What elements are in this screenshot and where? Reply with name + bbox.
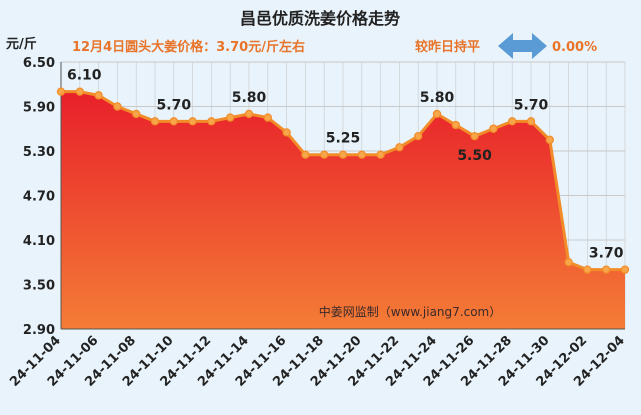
data-point (620, 265, 630, 274)
compare-label: 较昨日持平 (415, 39, 480, 55)
data-point (470, 131, 479, 141)
y-tick-label: 4.70 (23, 190, 55, 205)
data-point (225, 113, 235, 122)
data-label: 5.25 (326, 131, 361, 147)
y-tick-label: 6.50 (23, 56, 55, 71)
data-point (150, 117, 160, 126)
data-label: 5.70 (514, 97, 549, 113)
y-tick-label: 5.30 (23, 145, 55, 160)
data-point (113, 102, 122, 111)
data-label: 3.70 (589, 246, 624, 262)
data-points (56, 87, 630, 274)
data-labels: 6.10 5.70 5.80 5.25 5.80 5.50 5.70 3.70 (67, 68, 624, 262)
data-point (414, 131, 423, 141)
data-point (282, 128, 291, 137)
data-point (207, 117, 216, 126)
data-point (376, 150, 385, 159)
data-point (564, 258, 573, 267)
data-label: 5.80 (232, 90, 267, 106)
data-label: 5.70 (157, 97, 192, 113)
price-subtitle: 12月4日圆头大姜价格：3.70元/斤左右 (72, 39, 305, 55)
data-point (301, 150, 310, 159)
y-tick-label: 5.90 (23, 101, 55, 116)
data-point (320, 150, 329, 159)
data-point (244, 109, 254, 119)
data-point (602, 265, 611, 274)
data-point (263, 113, 272, 122)
data-point (338, 150, 348, 159)
y-tick-label: 2.90 (23, 323, 55, 338)
data-label: 6.10 (67, 68, 102, 84)
data-point (357, 150, 366, 159)
compare-value: 0.00% (552, 40, 597, 55)
data-label: 5.80 (420, 90, 455, 106)
chart-title: 昌邑优质洗姜价格走势 (240, 9, 400, 28)
y-axis-unit-label: 元/斤 (6, 36, 37, 52)
data-point (526, 117, 536, 126)
data-point (508, 117, 517, 126)
data-point (395, 143, 404, 152)
data-point (545, 135, 555, 145)
y-tick-label: 4.10 (23, 234, 55, 249)
data-point (432, 109, 442, 119)
data-point (451, 120, 460, 130)
data-point (169, 117, 178, 126)
data-point (131, 109, 141, 119)
area-fill (61, 91, 625, 329)
data-point (188, 117, 197, 126)
data-label: 5.50 (457, 148, 492, 164)
double-arrow-icon (498, 33, 547, 59)
watermark: 中姜网监制（www.jiang7.com） (319, 304, 501, 319)
data-point (583, 265, 592, 274)
data-point (489, 124, 498, 133)
data-point (94, 91, 103, 100)
data-point (75, 87, 85, 96)
data-point (56, 87, 66, 96)
y-tick-label: 3.50 (23, 279, 55, 294)
